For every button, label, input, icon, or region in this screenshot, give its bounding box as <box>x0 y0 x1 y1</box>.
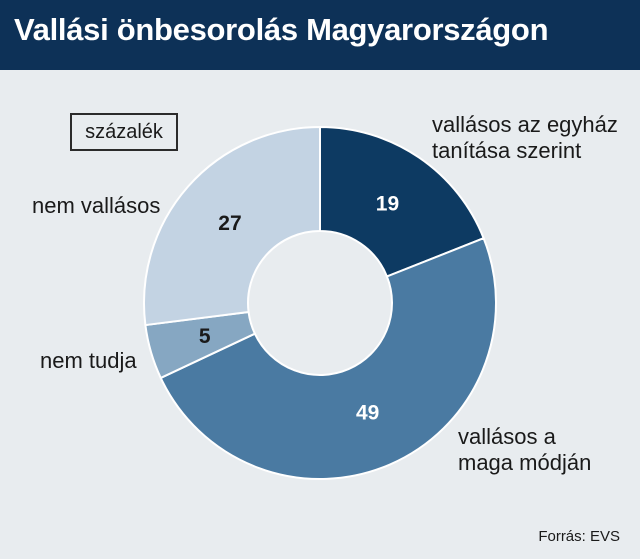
label-line: nem tudja <box>40 348 137 373</box>
label-vallasos-maga-modjan: vallásos a maga módján <box>458 424 591 476</box>
label-vallasos-egyhaz: vallásos az egyház tanítása szerint <box>432 112 618 164</box>
donut-slice <box>143 125 321 327</box>
donut-slice <box>159 236 497 480</box>
label-nem-vallasos: nem vallásos <box>32 193 160 219</box>
label-line: nem vallásos <box>32 193 161 218</box>
slice-value-label: 19 <box>376 192 399 215</box>
donut-slice <box>319 125 485 278</box>
label-line: maga módján <box>458 450 592 475</box>
slice-value-label: 49 <box>356 402 379 425</box>
slice-value-label: 27 <box>218 212 241 235</box>
chart-title: Vallási önbesorolás Magyarországon <box>14 12 549 47</box>
label-nem-tudja: nem tudja <box>40 348 137 374</box>
slice-value-label: 5 <box>199 325 211 348</box>
label-line: vallásos a <box>458 424 556 449</box>
source-note: Forrás: EVS <box>538 528 620 545</box>
header-banner: Vallási önbesorolás Magyarországon <box>0 0 640 70</box>
unit-label-box: százalék <box>70 113 178 151</box>
label-line: tanítása szerint <box>432 138 582 163</box>
label-line: vallásos az egyház <box>432 112 618 137</box>
